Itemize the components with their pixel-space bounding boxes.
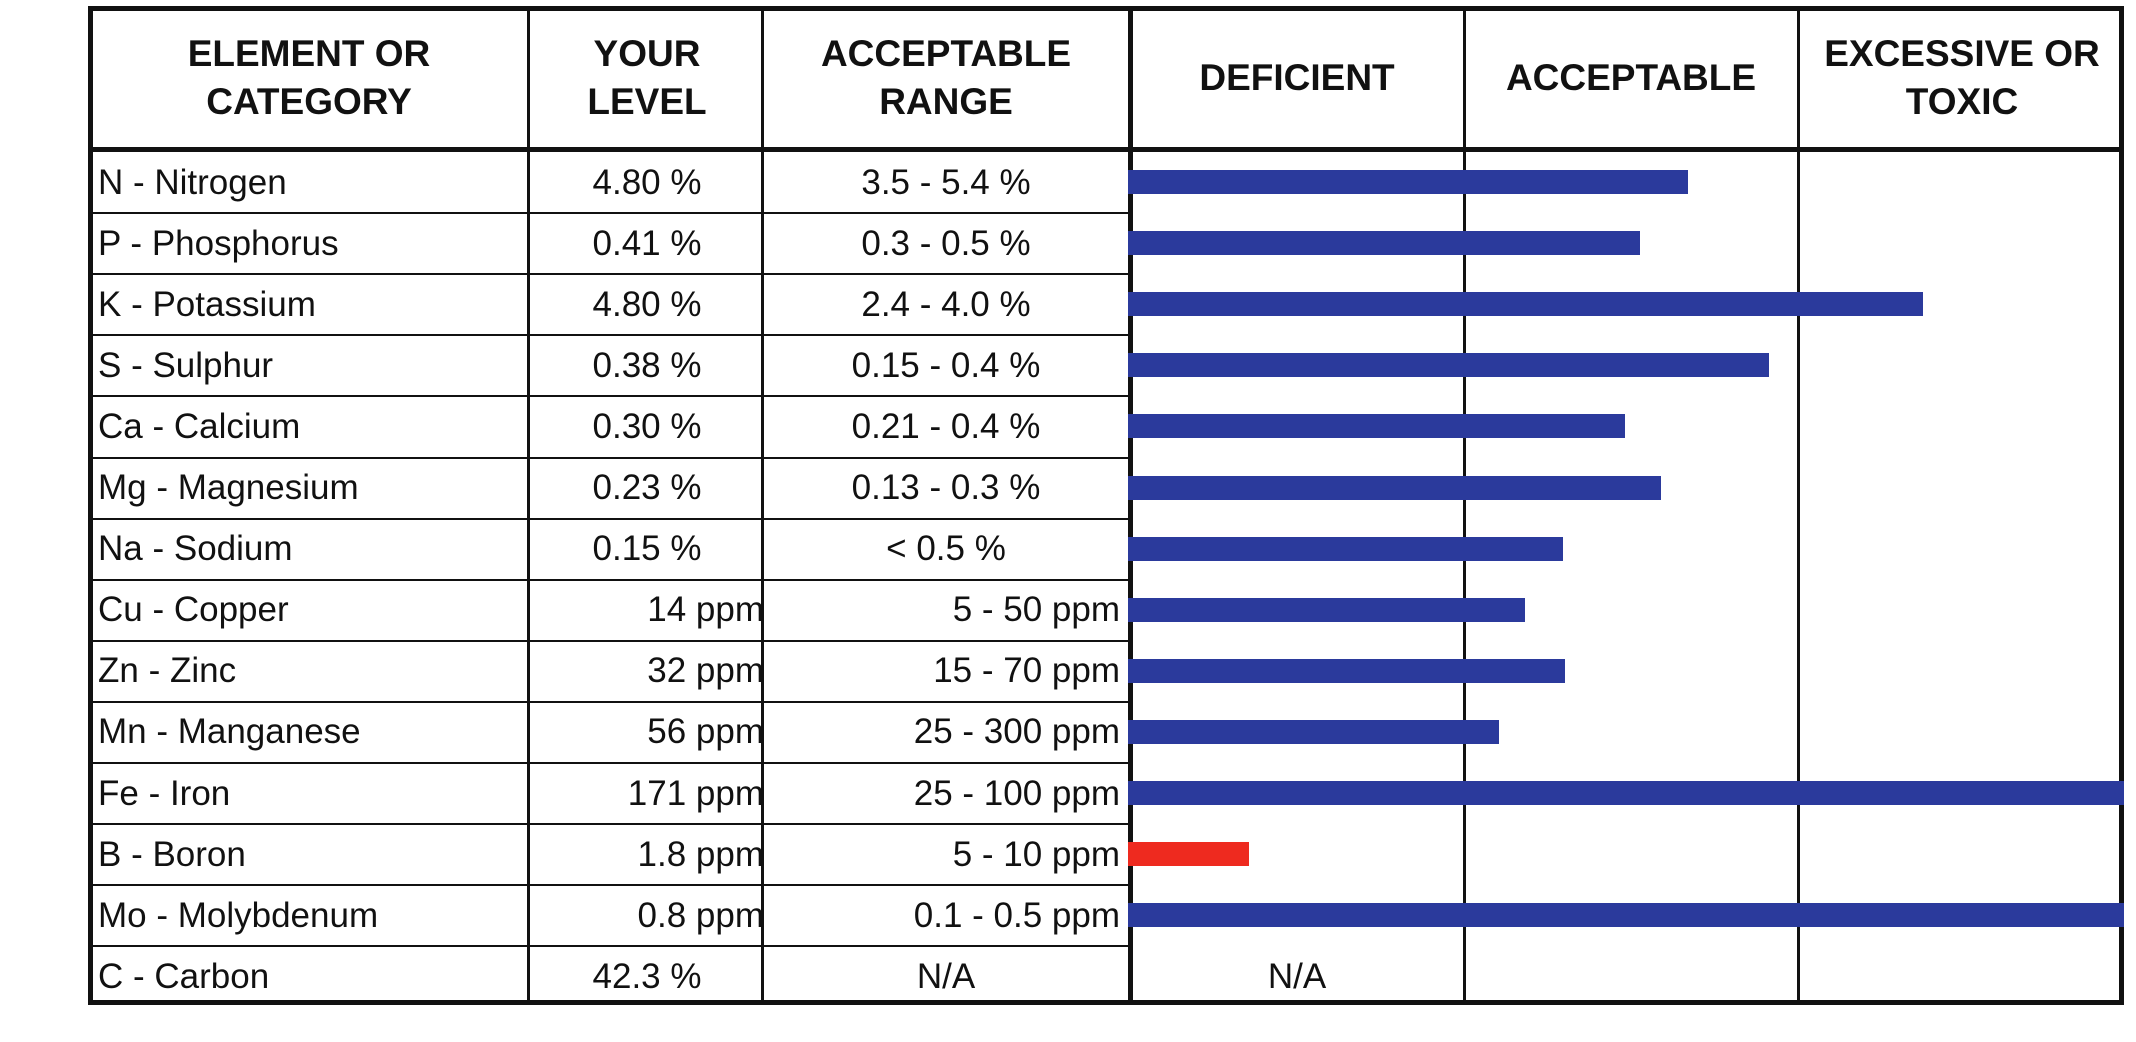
grid-vline bbox=[1463, 6, 1466, 1005]
row-level-bar bbox=[1128, 292, 1923, 317]
grid-row-line bbox=[88, 334, 1132, 337]
grid-hline bbox=[88, 147, 2124, 152]
row-element-name: K - Potassium bbox=[98, 284, 316, 324]
row-element-name: Cu - Copper bbox=[98, 590, 289, 630]
header-excessive: EXCESSIVE OR TOXIC bbox=[1824, 32, 2100, 122]
row-element-name: N - Nitrogen bbox=[98, 162, 287, 202]
row-level-bar bbox=[1128, 597, 1525, 622]
row-element-name: C - Carbon bbox=[98, 956, 270, 996]
row-your-level: 0.15 % bbox=[592, 529, 702, 569]
grid-row-line bbox=[88, 395, 1132, 398]
row-level-bar bbox=[1128, 719, 1499, 744]
grid-vline bbox=[1797, 6, 1800, 1005]
row-your-level: 14 ppm bbox=[647, 590, 764, 630]
grid-vline bbox=[2119, 6, 2124, 1005]
plant-analysis-table: ELEMENT OR CATEGORY YOUR LEVEL ACCEPTABL… bbox=[88, 6, 2124, 1005]
header-acceptable: ACCEPTABLE bbox=[1505, 56, 1757, 98]
row-acceptable-range: N/A bbox=[916, 956, 976, 996]
row-acceptable-range: 25 - 100 ppm bbox=[913, 773, 1120, 813]
row-element-name: Mn - Manganese bbox=[98, 712, 361, 752]
grid-vline bbox=[88, 6, 93, 1005]
row-acceptable-range: 15 - 70 ppm bbox=[933, 651, 1120, 691]
row-acceptable-range: 0.13 - 0.3 % bbox=[851, 468, 1041, 507]
row-your-level: 0.41 % bbox=[592, 223, 702, 263]
row-element-name: P - Phosphorus bbox=[98, 223, 339, 263]
row-level-bar bbox=[1128, 170, 1688, 194]
row-element-name: Mo - Molybdenum bbox=[98, 895, 379, 935]
row-element-name: Zn - Zinc bbox=[98, 651, 237, 691]
grid-row-line bbox=[88, 762, 1132, 764]
grid-row-line bbox=[88, 578, 1132, 581]
row-bar-na: N/A bbox=[1267, 956, 1327, 996]
row-acceptable-range: 3.5 - 5.4 % bbox=[861, 162, 1031, 202]
row-element-name: Na - Sodium bbox=[98, 529, 293, 569]
grid-row-line bbox=[88, 945, 1132, 948]
row-your-level: 171 ppm bbox=[627, 773, 764, 813]
grid-row-line bbox=[88, 700, 1132, 703]
row-acceptable-range: 5 - 50 ppm bbox=[952, 590, 1120, 630]
row-element-name: S - Sulphur bbox=[98, 345, 274, 385]
row-your-level: 56 ppm bbox=[647, 712, 764, 752]
row-level-bar bbox=[1128, 353, 1769, 378]
row-level-bar bbox=[1128, 903, 2124, 928]
row-your-level: 0.30 % bbox=[592, 406, 702, 446]
row-your-level: 32 ppm bbox=[647, 651, 764, 691]
row-acceptable-range: 5 - 10 ppm bbox=[952, 834, 1120, 874]
header-element: ELEMENT OR CATEGORY bbox=[187, 32, 431, 122]
row-your-level: 0.23 % bbox=[592, 468, 702, 507]
row-element-name: Fe - Iron bbox=[98, 773, 231, 813]
grid-row-line bbox=[88, 212, 1132, 215]
row-acceptable-range: < 0.5 % bbox=[886, 529, 1006, 569]
grid-row-line bbox=[88, 456, 1132, 459]
header-level: YOUR LEVEL bbox=[587, 32, 707, 122]
grid-hline bbox=[88, 6, 2124, 11]
grid-row-line bbox=[88, 884, 1132, 887]
grid-vline bbox=[1128, 6, 1133, 1005]
header-deficient: DEFICIENT bbox=[1199, 56, 1395, 98]
row-level-bar bbox=[1128, 475, 1661, 500]
row-acceptable-range: 0.21 - 0.4 % bbox=[851, 406, 1041, 446]
grid-row-line bbox=[88, 639, 1132, 642]
row-level-bar bbox=[1128, 536, 1563, 561]
row-element-name: Mg - Magnesium bbox=[98, 468, 359, 507]
grid-vline bbox=[761, 6, 764, 1005]
row-level-bar bbox=[1128, 781, 2124, 805]
grid-row-line bbox=[88, 273, 1132, 276]
row-level-bar bbox=[1128, 658, 1565, 683]
header-range: ACCEPTABLE RANGE bbox=[820, 32, 1072, 122]
row-acceptable-range: 2.4 - 4.0 % bbox=[861, 284, 1031, 324]
row-element-name: Ca - Calcium bbox=[98, 406, 301, 446]
row-your-level: 0.8 ppm bbox=[637, 895, 764, 935]
row-level-bar bbox=[1128, 842, 1249, 867]
row-your-level: 42.3 % bbox=[592, 956, 702, 996]
row-level-bar bbox=[1128, 231, 1640, 256]
grid-vline bbox=[527, 6, 530, 1005]
row-acceptable-range: 0.3 - 0.5 % bbox=[861, 223, 1031, 263]
row-acceptable-range: 0.15 - 0.4 % bbox=[851, 345, 1041, 385]
row-level-bar bbox=[1128, 414, 1625, 439]
grid-row-line bbox=[88, 517, 1132, 520]
grid-hline bbox=[88, 1000, 2124, 1005]
row-element-name: B - Boron bbox=[98, 834, 246, 874]
row-your-level: 4.80 % bbox=[592, 162, 702, 202]
row-your-level: 1.8 ppm bbox=[637, 834, 764, 874]
row-acceptable-range: 25 - 300 ppm bbox=[913, 712, 1120, 752]
row-your-level: 4.80 % bbox=[592, 284, 702, 324]
row-your-level: 0.38 % bbox=[592, 345, 702, 385]
row-acceptable-range: 0.1 - 0.5 ppm bbox=[913, 895, 1120, 935]
grid-row-line bbox=[88, 823, 1132, 826]
